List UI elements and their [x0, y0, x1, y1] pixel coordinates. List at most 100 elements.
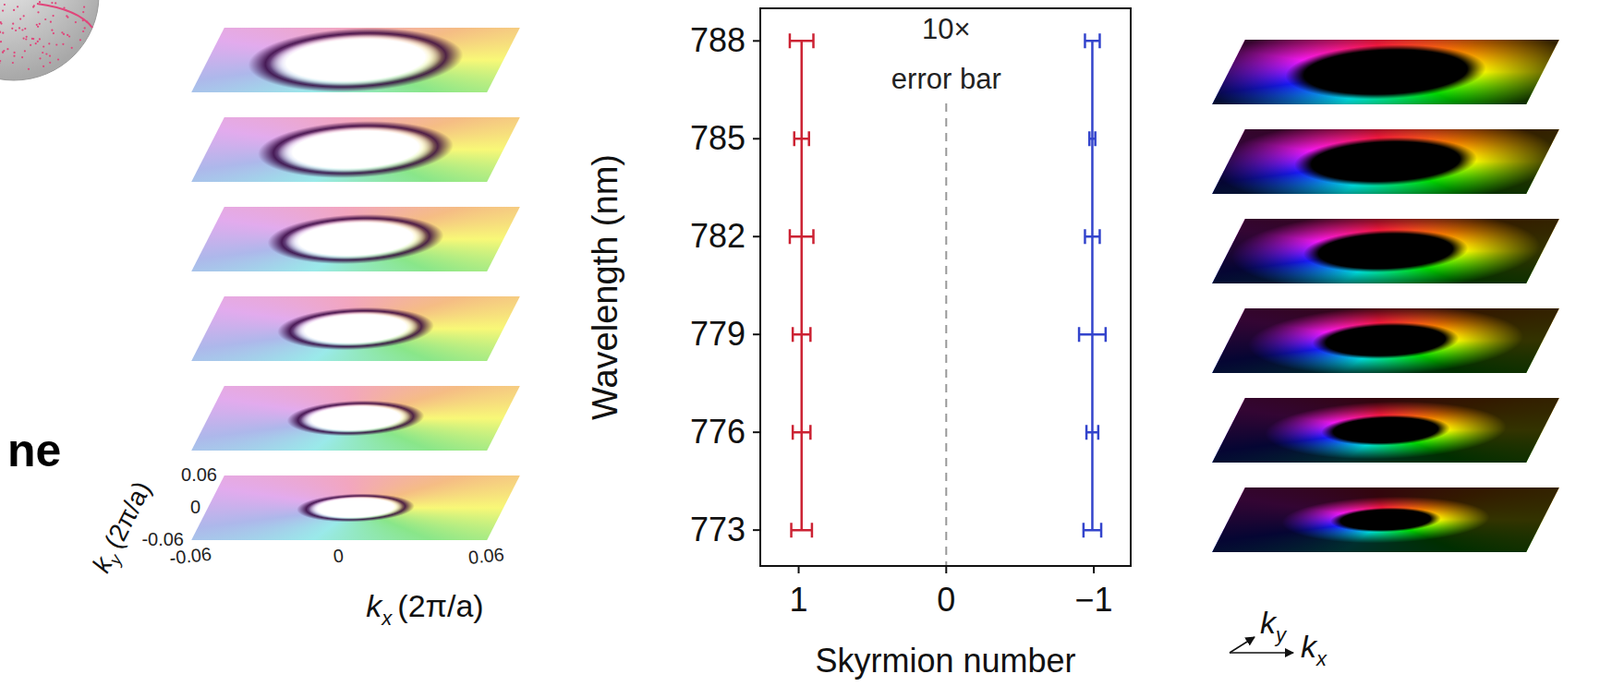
sphere-dot: [38, 57, 41, 60]
sphere-dot: [23, 37, 25, 40]
error-bar: [1084, 229, 1100, 244]
sphere-dot: [24, 27, 26, 30]
x-tick-label: −1: [1075, 581, 1114, 619]
y-tick: [752, 431, 761, 434]
y-tick: [752, 137, 761, 140]
sphere-dot: [1, 10, 4, 13]
sphere-dot: [82, 11, 85, 13]
sphere-dot: [13, 51, 16, 54]
y-tick-label: 779: [690, 315, 746, 353]
sphere-dot: [74, 21, 77, 24]
annotation: 10×: [921, 12, 971, 46]
sphere-dot: [48, 61, 51, 64]
k-unit: (2π/a): [98, 476, 158, 554]
sphere-dot: [21, 56, 24, 59]
plot-frame: [760, 8, 1131, 567]
sphere-dot: [0, 31, 1, 34]
error-bar: [1086, 424, 1099, 440]
sphere-dot: [38, 0, 41, 3]
y-tick-label: 788: [690, 21, 746, 60]
sphere-dot: [54, 1, 57, 4]
momentum-map-left: [191, 386, 521, 451]
error-bar: [1084, 33, 1100, 49]
sphere-dot: [55, 43, 58, 46]
sphere-dot: [50, 1, 53, 4]
sphere-dot: [36, 40, 39, 43]
sphere-dot: [82, 30, 85, 33]
y-tick-label: 785: [690, 119, 746, 158]
y-tick-label: 776: [690, 412, 746, 451]
error-bar: [789, 229, 814, 244]
k-subscript: x: [1315, 647, 1328, 671]
sphere-dot: [14, 29, 17, 32]
y-axis-title: Wavelength (nm): [585, 154, 625, 421]
series-line: [800, 40, 803, 531]
sphere-dot: [3, 3, 6, 6]
sphere-dot: [1, 32, 4, 35]
sphere-dot: [42, 65, 45, 68]
sphere-dot: [71, 47, 73, 49]
sphere-dot: [29, 44, 32, 47]
x-tick-label: 1: [789, 581, 809, 619]
sphere-dot: [0, 61, 1, 64]
y-tick-label: 773: [690, 510, 746, 549]
momentum-map-left: [191, 475, 521, 541]
momentum-map-right: [1212, 308, 1560, 374]
sphere-dot: [18, 26, 21, 29]
sphere-dot: [44, 18, 47, 21]
sphere-dot: [6, 48, 9, 50]
sphere-dot: [38, 37, 41, 40]
sphere-dot: [57, 58, 60, 61]
sphere-dot: [66, 34, 69, 37]
ky-arrow-label: ky: [1260, 605, 1288, 647]
kx-arrow: [1229, 652, 1294, 655]
sphere-dot: [0, 21, 2, 24]
sphere-dot: [52, 14, 55, 17]
sphere-dot: [25, 36, 28, 38]
kx-tick-label: 0: [332, 545, 345, 568]
sphere-dot: [36, 24, 38, 26]
figure: ne-0.0600.060.060-0.06kx(2π/a)ky(2π/a)kx…: [0, 0, 1600, 686]
sphere-dot: [52, 32, 55, 35]
sphere-dot: [16, 5, 19, 8]
sphere-dot: [27, 68, 30, 71]
sphere-dot: [35, 42, 37, 45]
sphere-dot: [62, 33, 65, 36]
error-bar: [794, 131, 810, 146]
sphere-curve: [36, 3, 93, 28]
x-tick: [798, 566, 800, 574]
sphere-dot: [42, 45, 45, 48]
momentum-map-right: [1212, 487, 1560, 553]
y-tick: [752, 529, 761, 532]
sphere-dot: [45, 52, 48, 55]
sphere: [0, 0, 99, 81]
sphere-dot: [24, 37, 27, 40]
momentum-map-right: [1212, 398, 1560, 463]
error-bar: [789, 33, 814, 49]
sphere-dot: [50, 29, 53, 32]
ky-tick-label: 0.06: [181, 464, 218, 485]
sphere-dot: [36, 11, 39, 13]
series-line: [1090, 40, 1094, 531]
reference-line: [945, 103, 947, 567]
sphere-dot: [41, 51, 44, 54]
sphere-dot: [79, 38, 82, 41]
sphere-dot: [68, 35, 71, 37]
sphere-dot: [11, 27, 13, 30]
ky-arrow: [1229, 637, 1255, 654]
sphere-dot: [49, 21, 52, 24]
data-group: [789, 33, 1106, 538]
sphere-dot: [12, 9, 15, 12]
annotation: error bar: [891, 62, 1002, 96]
sphere-dot: [0, 40, 2, 43]
error-bar: [1089, 131, 1095, 146]
sphere-dot: [19, 18, 22, 21]
cropped-text: ne: [7, 424, 61, 477]
sphere-dot: [84, 26, 86, 29]
momentum-map-right: [1212, 218, 1560, 284]
kx-tick-label: 0.06: [467, 544, 506, 569]
y-tick: [752, 333, 761, 336]
sphere-dot: [36, 25, 39, 28]
k-unit: (2π/a): [397, 588, 484, 624]
error-bar: [792, 424, 811, 440]
